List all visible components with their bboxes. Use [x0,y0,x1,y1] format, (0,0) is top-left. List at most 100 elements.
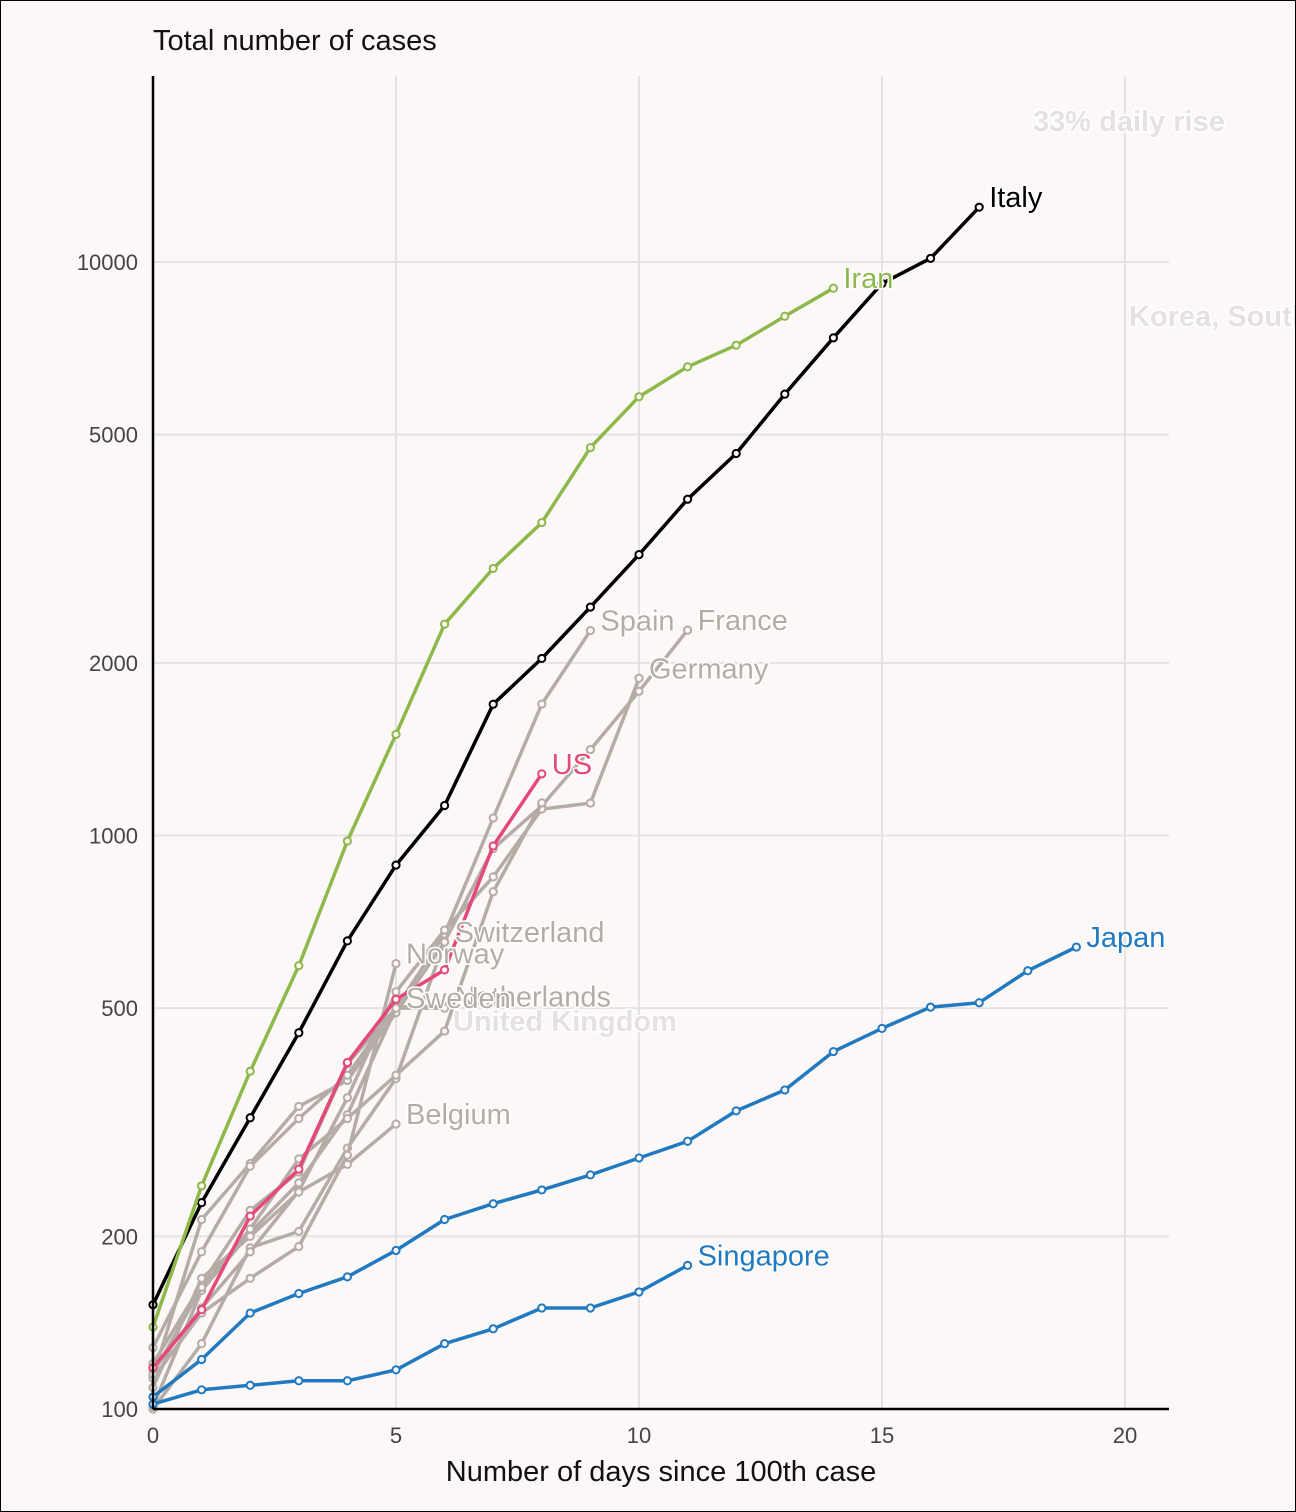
ghost-annotation: 33% daily rise [1033,106,1225,138]
series-label: Iran [843,263,893,295]
x-tick-label: 15 [870,1423,894,1448]
series-label: Singapore [698,1240,830,1272]
data-point [585,442,596,453]
data-point [877,278,887,289]
data-point [634,1153,644,1163]
data-point [683,1260,693,1270]
data-point [683,362,693,372]
data-point [342,1113,352,1124]
data-point [488,1199,498,1209]
series-label: Spain [600,606,674,638]
data-point [197,1273,207,1283]
x-tick-label: 0 [147,1423,159,1448]
series-line [151,945,1078,1399]
series-label: US [552,749,592,781]
data-point [731,340,741,350]
series-norway [148,958,401,1384]
series-us [148,769,547,1373]
data-point [1023,966,1033,976]
series-singapore [148,1260,693,1409]
data-point [197,1198,207,1208]
data-point [197,1214,207,1225]
data-point [294,1028,304,1038]
data-point [342,1376,352,1386]
data-point [294,1187,304,1197]
data-point [294,1226,304,1237]
data-point [537,653,547,664]
series-label: Switzerland [455,917,605,949]
data-point [488,887,498,897]
data-point [197,1354,207,1365]
data-point [245,1113,255,1123]
y-tick-label: 1000 [89,824,138,849]
series-label: Norway [406,939,505,971]
data-point [294,1376,304,1386]
data-point [537,1303,547,1313]
y-tick-label: 200 [101,1224,138,1249]
y-tick-label: 100 [101,1397,138,1422]
data-point [974,202,984,212]
data-point [974,998,984,1008]
data-point [294,1241,304,1252]
data-point [197,1247,207,1257]
series-label: Belgium [406,1099,511,1131]
data-point [585,1303,596,1313]
data-point [731,448,741,459]
series-line [151,1122,398,1389]
data-point [683,1136,693,1146]
data-point [634,673,644,683]
ghost-annotation: United Kingdom [453,1006,677,1038]
data-point [391,1119,401,1129]
data-point [245,1247,255,1257]
data-point [440,1339,450,1349]
data-point [342,1150,352,1160]
series-line [151,205,981,1306]
series-japan [148,942,1082,1402]
data-point [926,1002,936,1012]
data-point [440,1003,450,1013]
series-line [151,286,835,1328]
data-point [391,987,401,997]
data-point [585,625,596,636]
data-point [245,1066,255,1076]
data-point [197,1181,207,1191]
data-point [926,253,936,263]
data-point [1071,942,1082,952]
data-point [294,1178,304,1188]
data-point [780,389,790,399]
data-point [391,958,401,969]
data-point [391,729,401,739]
data-point [488,872,498,882]
y-tick-label: 10000 [77,250,138,275]
series-italy [148,202,984,1310]
data-point [391,1245,401,1256]
data-point [537,699,547,709]
data-point [245,1211,255,1221]
data-point [440,925,450,935]
chart-title: Total number of cases [153,25,437,57]
axes: 100 200 500 1000 2000 5000 10000 0 5 10 15 20 [77,76,1169,1448]
series-label: Sweden [406,983,511,1015]
grid-lines [153,76,1169,1409]
data-point [488,813,498,823]
data-point [440,965,450,975]
data-point [537,517,547,528]
series-label: Japan [1086,922,1165,954]
data-point [634,549,644,560]
data-point [245,1231,255,1241]
data-point [391,860,401,870]
series-layer [148,202,1082,1414]
data-point [828,1046,839,1057]
data-point [634,1287,644,1297]
series-line [151,963,398,1380]
data-point [828,333,839,343]
series-label: France [698,605,788,637]
data-point [731,1106,741,1116]
series-belgium [148,1119,401,1393]
data-point [440,1214,450,1225]
data-point [342,1272,352,1282]
data-point [440,800,450,811]
ghost-annotations: 33% daily rise Korea, South United Kingdom [452,105,1296,1040]
